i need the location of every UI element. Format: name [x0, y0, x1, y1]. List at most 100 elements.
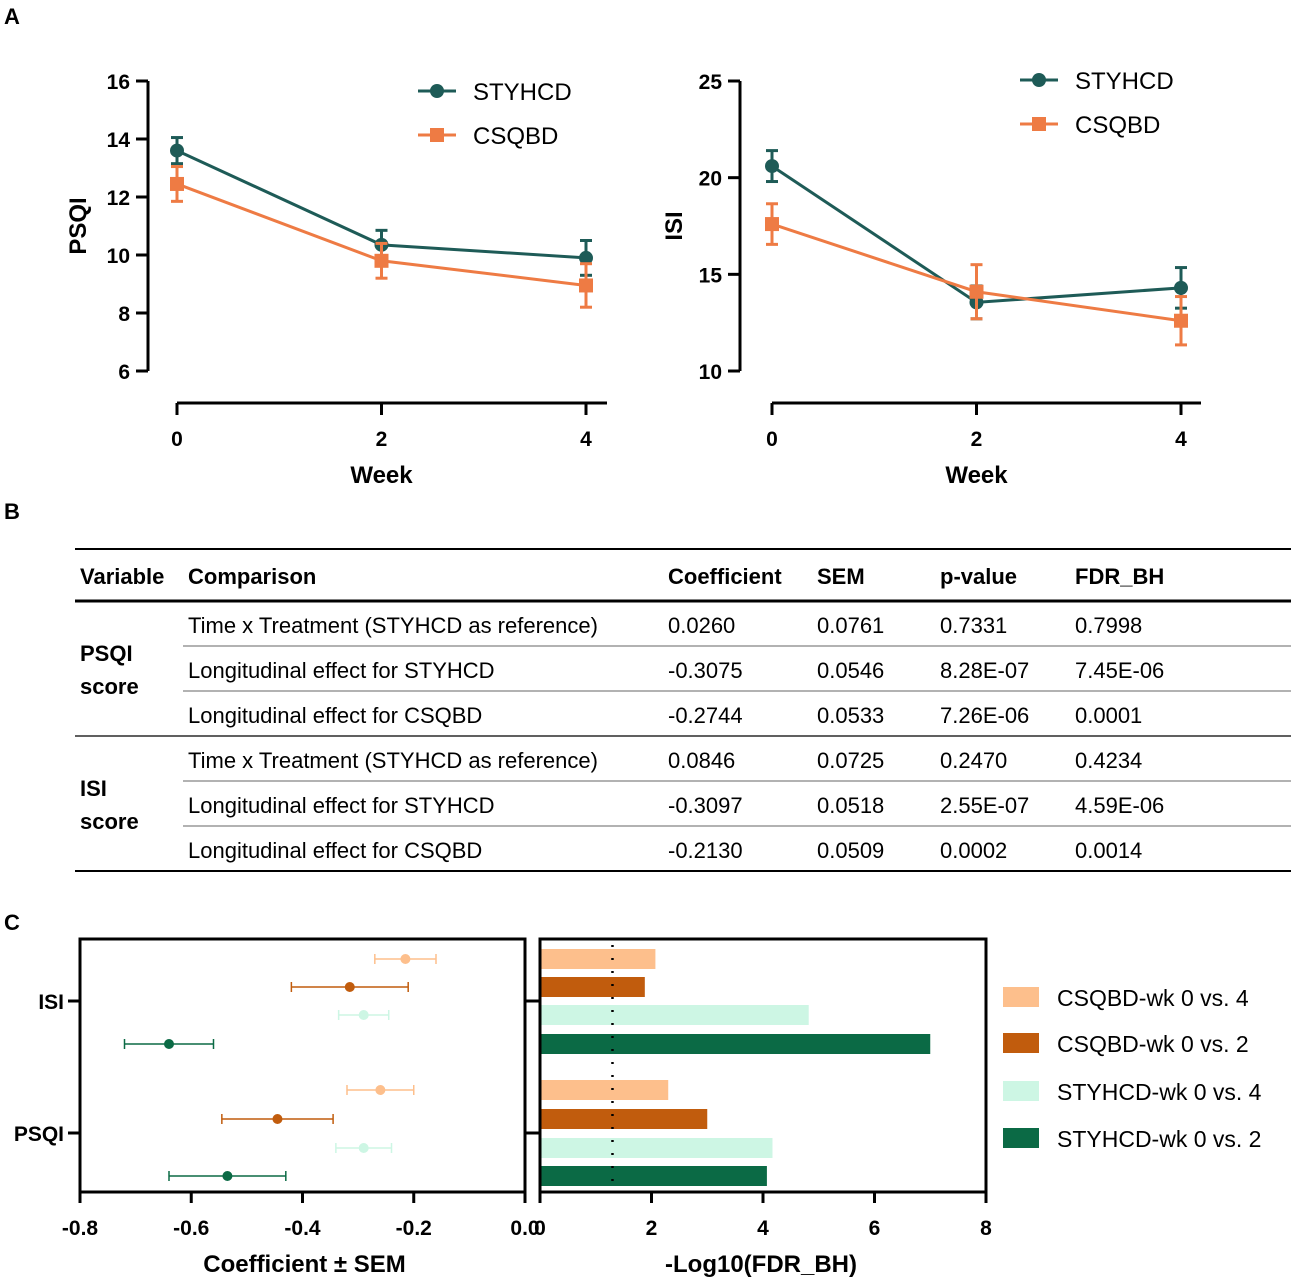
coef-point — [400, 954, 411, 964]
legend-label: STYHCD — [473, 79, 572, 106]
table-cell: 8.28E-07 — [940, 658, 1029, 683]
table-cell: 0.0014 — [1075, 838, 1142, 863]
table-cell: 4.59E-06 — [1075, 793, 1164, 818]
y-tick-label: 8 — [118, 303, 130, 326]
y-tick-label: 6 — [118, 361, 130, 384]
table-cell: 2.55E-07 — [940, 793, 1029, 818]
legend-marker-circle — [430, 84, 444, 98]
legend-swatch — [1003, 987, 1039, 1007]
data-point-csqbd — [374, 253, 389, 268]
table-cell: Longitudinal effect for CSQBD — [188, 838, 482, 863]
data-point-styhcd — [170, 143, 184, 158]
table-cell: 0.0260 — [668, 613, 735, 638]
x-tick-label: 2 — [376, 428, 388, 451]
x-tick-label: 4 — [580, 428, 592, 451]
fdr-x-tick-label: 2 — [646, 1217, 658, 1240]
legend-label: STYHCD — [1075, 68, 1174, 95]
fdr-x-tick-label: 0 — [534, 1217, 546, 1240]
legend-label: STYHCD-wk 0 vs. 4 — [1057, 1079, 1262, 1105]
x-axis-title: Week — [350, 462, 413, 489]
coef-x-tick-label: -0.4 — [284, 1217, 321, 1240]
data-point-csqbd — [765, 217, 779, 232]
legend-label: STYHCD-wk 0 vs. 2 — [1057, 1126, 1261, 1152]
fdr-bar — [540, 1005, 809, 1025]
coef-y-label: ISI — [38, 991, 64, 1014]
coef-point — [164, 1039, 174, 1049]
statistics-table: Variable Comparison Coefficient SEM p-value F… — [75, 548, 1291, 872]
coef-point — [358, 1143, 369, 1153]
legend-swatch — [1003, 1033, 1039, 1053]
data-point-csqbd — [1174, 313, 1188, 328]
table-cell: Longitudinal effect for STYHCD — [188, 658, 495, 683]
table-cell: 0.0725 — [817, 748, 884, 773]
fdr-x-tick-label: 4 — [757, 1217, 769, 1240]
table-variable-label: PSQI — [80, 641, 133, 666]
table-cell: 0.7998 — [1075, 613, 1142, 638]
coef-plot-frame — [78, 937, 527, 1194]
legend-label: CSQBD — [473, 123, 558, 150]
y-tick-label: 10 — [699, 361, 722, 384]
x-tick-label: 4 — [1175, 428, 1187, 451]
table-cell: -0.3075 — [668, 658, 743, 683]
psqi-line-chart: 6 8 10 12 14 16 0 2 4 Week PSQI STYHCD CSQBD — [65, 71, 607, 489]
y-tick-label: 14 — [107, 129, 131, 152]
data-point-csqbd — [170, 176, 184, 191]
table-cell: -0.2744 — [668, 703, 743, 728]
data-point-styhcd — [765, 159, 779, 174]
coef-point — [358, 1010, 369, 1020]
data-point-csqbd — [579, 278, 593, 293]
x-tick-label: 0 — [171, 428, 183, 451]
y-axis-title: ISI — [661, 211, 688, 240]
legend-marker-square — [430, 128, 444, 142]
fdr-bar — [540, 1034, 931, 1054]
table-cell: Longitudinal effect for STYHCD — [188, 793, 495, 818]
panel-c-legend: CSQBD-wk 0 vs. 4 CSQBD-wk 0 vs. 2 STYHCD-w… — [1003, 985, 1262, 1152]
table-variable-label: score — [80, 674, 139, 699]
coef-x-tick-label: -0.6 — [173, 1217, 209, 1240]
legend-label: CSQBD-wk 0 vs. 2 — [1057, 1031, 1249, 1057]
y-tick-label: 10 — [107, 245, 130, 268]
table-cell: 0.0518 — [817, 793, 884, 818]
legend-marker-square — [1032, 117, 1046, 131]
table-header-cell: Variable — [80, 564, 164, 589]
y-axis-title: PSQI — [65, 197, 92, 254]
table-cell: -0.3097 — [668, 793, 743, 818]
table-cell: 0.0846 — [668, 748, 735, 773]
legend-label: CSQBD — [1075, 112, 1160, 139]
isi-line-chart: 10 15 20 25 0 2 4 Week ISI STYHCD CSQBD — [661, 68, 1201, 489]
table-cell: Time x Treatment (STYHCD as reference) — [188, 613, 598, 638]
x-tick-label: 2 — [971, 428, 983, 451]
fdr-bar — [540, 1166, 767, 1186]
table-header-cell: Coefficient — [668, 564, 782, 589]
table-cell: Time x Treatment (STYHCD as reference) — [188, 748, 598, 773]
table-cell: 0.0001 — [1075, 703, 1142, 728]
y-tick-label: 25 — [699, 71, 723, 94]
table-cell: 7.45E-06 — [1075, 658, 1164, 683]
table-header-cell: FDR_BH — [1075, 564, 1164, 589]
y-tick-label: 15 — [699, 264, 723, 287]
table-cell: 0.2470 — [940, 748, 1007, 773]
fdr-bar — [540, 977, 645, 997]
table-cell: 0.0546 — [817, 658, 884, 683]
table-header-cell: SEM — [817, 564, 865, 589]
fdr-bar — [540, 1080, 669, 1100]
coef-point — [375, 1085, 386, 1095]
panel-label-a: A — [4, 4, 20, 29]
coef-x-tick-label: -0.2 — [396, 1217, 432, 1240]
table-cell: 0.0533 — [817, 703, 884, 728]
coef-x-axis-title: Coefficient ± SEM — [203, 1251, 406, 1278]
fdr-bar — [540, 1109, 708, 1129]
fdr-bar — [540, 949, 656, 969]
table-cell: -0.2130 — [668, 838, 743, 863]
fdr-bar-chart: 0 2 4 6 8 -Log10(FDR_BH) — [534, 937, 992, 1278]
table-variable-label: ISI — [80, 776, 107, 801]
fdr-bar — [540, 1138, 773, 1158]
fdr-x-tick-label: 6 — [869, 1217, 881, 1240]
table-cell: 0.4234 — [1075, 748, 1142, 773]
coef-point — [272, 1114, 283, 1124]
y-tick-label: 20 — [699, 168, 722, 191]
x-tick-label: 0 — [766, 428, 778, 451]
table-cell: 0.0509 — [817, 838, 884, 863]
table-cell: 0.7331 — [940, 613, 1007, 638]
table-cell: 7.26E-06 — [940, 703, 1029, 728]
